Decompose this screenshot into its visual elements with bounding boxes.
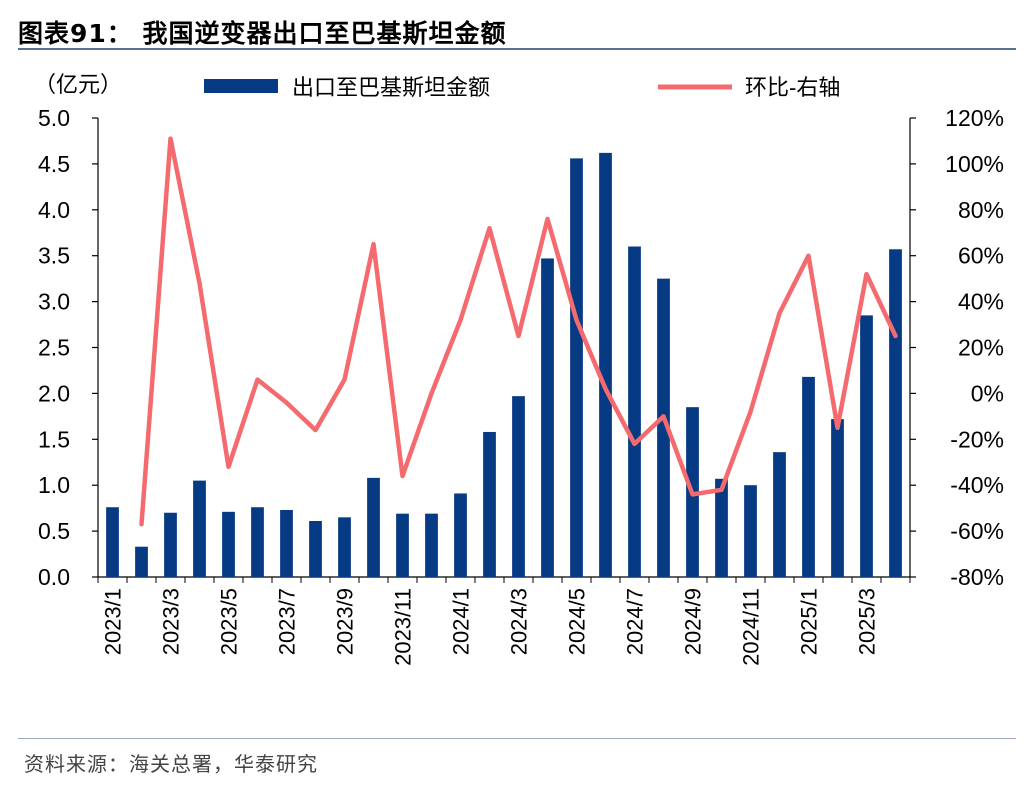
bar bbox=[338, 517, 351, 577]
bar bbox=[715, 478, 728, 577]
bar bbox=[135, 546, 148, 577]
bar-series bbox=[106, 152, 902, 578]
x-axis-tick-label: 2023/3 bbox=[159, 588, 184, 655]
bar bbox=[454, 493, 467, 577]
right-axis-tick-label: -20% bbox=[950, 426, 1004, 452]
legend-bar-label: 出口至巴基斯坦金额 bbox=[292, 75, 490, 100]
x-axis-tick-label: 2024/9 bbox=[681, 588, 706, 655]
left-axis-tick-label: 2.0 bbox=[38, 380, 70, 406]
chart-canvas: （亿元） 出口至巴基斯坦金额 环比-右轴 0.0 0.5 1.0 1.5 2.0 2.5 3… bbox=[34, 72, 1004, 666]
x-axis-tick-label: 2023/11 bbox=[391, 588, 416, 666]
left-axis-unit: （亿元） bbox=[34, 72, 122, 97]
left-axis-tick-label: 4.5 bbox=[38, 151, 70, 177]
right-axis-tick-label: 0% bbox=[971, 380, 1004, 406]
legend-bar-swatch bbox=[204, 79, 278, 93]
right-axis-tick-label: -60% bbox=[950, 518, 1004, 544]
x-axis-tick-label: 2024/5 bbox=[565, 588, 590, 655]
bar bbox=[106, 507, 119, 577]
bar bbox=[628, 246, 641, 577]
title-divider bbox=[18, 48, 1016, 50]
x-axis-tick-label: 2024/3 bbox=[507, 588, 532, 655]
left-axis-tick-label: 1.5 bbox=[38, 426, 70, 452]
bar bbox=[222, 511, 235, 577]
x-axis-tick-label: 2023/9 bbox=[333, 588, 358, 655]
left-axis-tick-label: 0.0 bbox=[38, 564, 70, 590]
source-note: 资料来源：海关总署，华泰研究 bbox=[24, 752, 318, 776]
bar bbox=[164, 512, 177, 577]
line-series bbox=[139, 136, 898, 527]
bar bbox=[309, 521, 322, 577]
bar bbox=[657, 278, 670, 577]
bar bbox=[483, 431, 496, 577]
axes: 0.0 0.5 1.0 1.5 2.0 2.5 3.0 3.5 4.0 4.5 5.0 -80% -60… bbox=[38, 105, 1004, 666]
right-axis-tick-label: -40% bbox=[950, 472, 1004, 498]
right-axis-tick-label: 80% bbox=[958, 197, 1004, 223]
bar bbox=[773, 452, 786, 577]
left-axis-tick-label: 2.5 bbox=[38, 335, 70, 361]
bar bbox=[831, 419, 844, 577]
left-axis-tick-label: 3.0 bbox=[38, 289, 70, 315]
x-axis-tick-label: 2024/7 bbox=[623, 588, 648, 655]
x-axis-tick-label: 2023/1 bbox=[101, 588, 126, 655]
bar bbox=[280, 509, 293, 577]
legend-line-label: 环比-右轴 bbox=[745, 75, 840, 100]
left-axis-tick-label: 1.0 bbox=[38, 472, 70, 498]
bar bbox=[251, 507, 264, 577]
x-axis-tick-label: 2023/7 bbox=[275, 588, 300, 655]
left-axis-tick-label: 0.5 bbox=[38, 518, 70, 544]
right-axis-tick-label: -80% bbox=[950, 564, 1004, 590]
bar bbox=[889, 249, 902, 578]
x-axis-tick-label: 2024/1 bbox=[449, 588, 474, 655]
footer-divider bbox=[18, 738, 1016, 739]
bar bbox=[570, 158, 583, 577]
bar bbox=[425, 513, 438, 577]
bar bbox=[744, 485, 757, 577]
right-axis-tick-label: 120% bbox=[945, 105, 1004, 131]
left-axis-tick-label: 5.0 bbox=[38, 105, 70, 131]
bar bbox=[367, 477, 380, 577]
chart-title: 图表91： 我国逆变器出口至巴基斯坦金额 bbox=[18, 19, 507, 48]
right-axis-tick-label: 40% bbox=[958, 289, 1004, 315]
bar bbox=[396, 513, 409, 577]
bar bbox=[512, 396, 525, 577]
left-axis-tick-label: 3.5 bbox=[38, 243, 70, 269]
legend: 出口至巴基斯坦金额 环比-右轴 bbox=[204, 75, 840, 100]
x-axis-tick-label: 2025/1 bbox=[797, 588, 822, 655]
x-axis-tick-label: 2023/5 bbox=[217, 588, 242, 655]
bar bbox=[860, 315, 873, 577]
bar bbox=[541, 258, 554, 577]
right-axis-tick-label: 60% bbox=[958, 243, 1004, 269]
bar bbox=[193, 480, 206, 577]
right-axis-tick-label: 20% bbox=[958, 335, 1004, 361]
right-axis-tick-label: 100% bbox=[945, 151, 1004, 177]
left-axis-tick-label: 4.0 bbox=[38, 197, 70, 223]
x-axis-tick-label: 2025/3 bbox=[855, 588, 880, 655]
bar bbox=[802, 376, 815, 577]
x-axis-tick-label: 2024/11 bbox=[739, 588, 764, 666]
bar bbox=[599, 152, 612, 577]
